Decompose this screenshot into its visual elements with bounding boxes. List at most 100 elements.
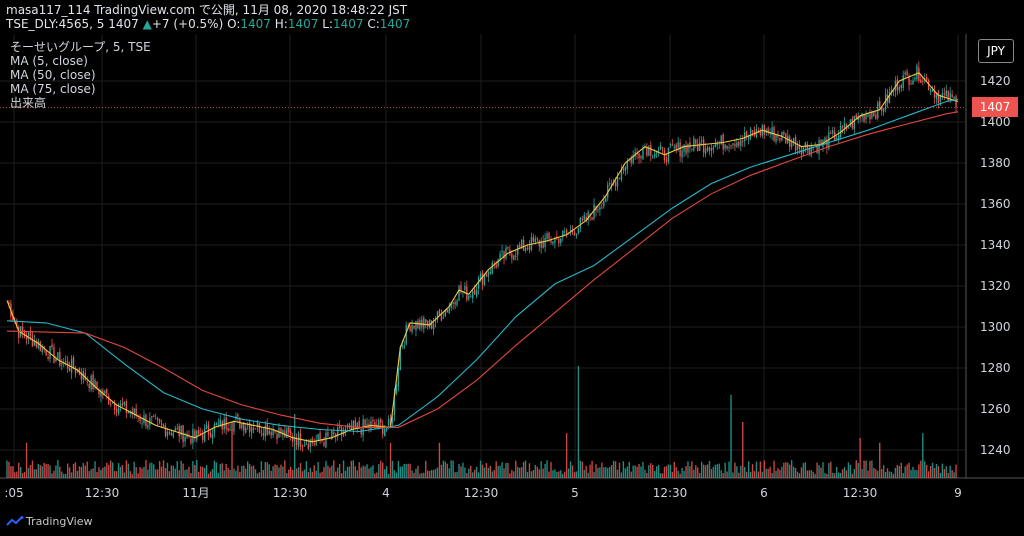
candle-body (879, 101, 881, 108)
candle-body (280, 427, 282, 434)
candle-body (106, 388, 108, 395)
candle-body (875, 114, 877, 120)
volume-bar (577, 366, 580, 478)
volume-bar (532, 470, 535, 478)
candle-body (92, 374, 94, 390)
candle-body (70, 359, 73, 374)
currency-button[interactable]: JPY (978, 39, 1014, 63)
volume-bar (695, 465, 697, 478)
volume-bar (673, 461, 675, 478)
volume-bar (814, 473, 816, 478)
volume-bar (612, 460, 615, 478)
volume-bar (356, 470, 358, 478)
volume-bar (771, 472, 773, 478)
volume-bar (830, 461, 832, 478)
volume-bar (378, 464, 380, 478)
candle-body (399, 347, 401, 371)
volume-bar (515, 460, 517, 478)
candle-body (295, 438, 298, 446)
volume-bar (669, 464, 672, 478)
candle-body (47, 356, 49, 359)
candle-body (564, 231, 566, 233)
volume-bar (683, 470, 685, 478)
volume-bar (877, 470, 879, 478)
volume-bar (832, 472, 834, 478)
legend-ma50[interactable]: MA (50, close) (10, 68, 96, 82)
candle-body (219, 419, 221, 426)
volume-bar (297, 467, 300, 478)
volume-bar (266, 462, 268, 478)
volume-bar (871, 460, 873, 478)
candle-body (201, 434, 204, 440)
candle-body (888, 91, 891, 103)
candle-body (378, 419, 380, 426)
volume-bar (92, 468, 94, 478)
candle-body (744, 132, 746, 142)
candle-body (25, 335, 28, 340)
volume-bar (634, 465, 636, 478)
volume-bar (783, 462, 785, 478)
candle-body (503, 251, 505, 259)
volume-bar (315, 470, 317, 478)
candle-body (546, 233, 548, 239)
tradingview-logo-icon[interactable] (6, 516, 24, 528)
candle-body (614, 181, 617, 187)
volume-bar (638, 463, 640, 478)
candle-body (749, 128, 752, 138)
candle-body (544, 237, 546, 247)
x-tick-label: 12:30 (85, 486, 120, 500)
volume-bar (837, 472, 840, 478)
candle-body (65, 361, 67, 363)
candle-body (104, 390, 106, 394)
volume-bar (937, 466, 940, 478)
volume-bar (769, 466, 771, 478)
volume-bar (162, 460, 165, 478)
volume-bar (145, 460, 147, 478)
candle-body (587, 211, 589, 221)
candle-body (685, 145, 687, 154)
candle-body (706, 147, 709, 151)
candle-body (39, 341, 41, 351)
volume-bar (344, 470, 347, 478)
candle-body (458, 286, 460, 301)
legend-ma5[interactable]: MA (5, close) (10, 54, 88, 68)
volume-bar (311, 472, 313, 478)
volume-bar (248, 464, 251, 478)
volume-bar (820, 467, 822, 478)
candle-body (863, 113, 865, 122)
candle-body (401, 345, 403, 347)
volume-bar (284, 460, 286, 478)
tradingview-brand[interactable]: TradingView (26, 515, 93, 528)
volume-bar (155, 469, 157, 478)
candle-body (262, 433, 265, 436)
candle-body (540, 240, 542, 248)
volume-bar (160, 466, 163, 478)
volume-bar (826, 473, 828, 478)
volume-bar (530, 471, 533, 478)
candle-body (779, 137, 781, 141)
volume-bar (196, 460, 198, 478)
candle-body (21, 326, 24, 333)
candle-body (35, 341, 38, 347)
candle-body (115, 408, 118, 413)
candle-body (837, 135, 840, 140)
volume-bar (882, 465, 885, 478)
volume-bar (902, 473, 904, 478)
candle-body (599, 207, 601, 210)
volume-bar (468, 468, 470, 478)
candle-body (387, 419, 390, 426)
volume-bar (524, 460, 527, 478)
volume-bar (55, 465, 57, 478)
price-chart[interactable]: 1240 1260 1280 1300 1320 1340 1360 1380 1400 1420… (0, 34, 1024, 510)
candle-body (473, 289, 476, 295)
ma50-line (6, 98, 959, 433)
legend-volume[interactable]: 出来高 (10, 96, 47, 110)
low-value: 1407 (332, 17, 364, 31)
legend-ma75[interactable]: MA (75, close) (10, 82, 96, 96)
legend-symbol[interactable]: そーせいグループ, 5, TSE (10, 40, 151, 54)
candle-body (920, 79, 922, 83)
candle-body (810, 145, 812, 156)
candle-body (442, 317, 445, 319)
candle-body (571, 230, 574, 233)
volume-bar (18, 462, 20, 478)
